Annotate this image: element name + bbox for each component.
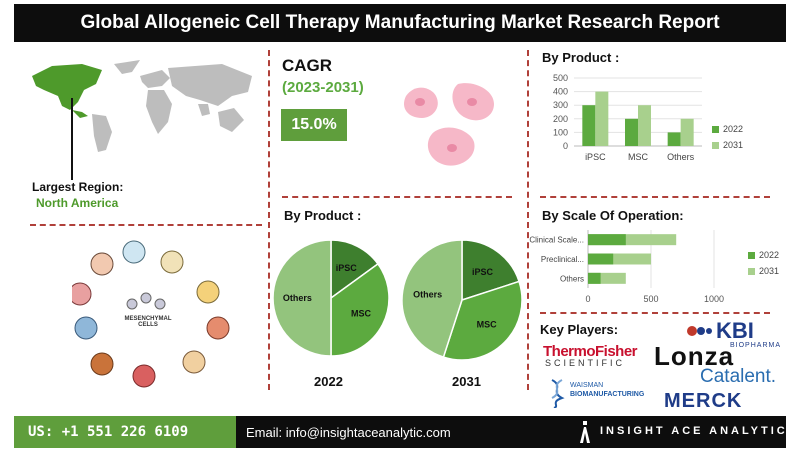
legend-label: 2022 <box>723 124 743 134</box>
cagr-value: 15.0% <box>291 116 337 133</box>
bar-chart-by-scale: 0 500 1000 Clinical Scale... Preclinical... O… <box>529 230 779 304</box>
legend-label: 2031 <box>723 140 743 150</box>
x-tick-label: 500 <box>643 294 658 304</box>
lonza-logo: Lonza <box>654 341 735 371</box>
x-tick-label: iPSC <box>585 152 606 162</box>
divider-left <box>268 50 270 390</box>
bar-scale-title: By Scale Of Operation: <box>542 208 684 223</box>
legend-swatch <box>712 142 719 149</box>
pie-slice-Others <box>272 239 332 357</box>
page-title-bar: Global Allogeneic Cell Therapy Manufactu… <box>14 4 786 42</box>
waisman-logo-sub: BIOMANUFACTURING <box>570 391 645 398</box>
bar-Clinical Scale...-2031 <box>588 234 677 246</box>
divider-left-h <box>30 224 262 226</box>
largest-region-value: North America <box>36 196 119 210</box>
kbi-logo-icon <box>687 326 712 336</box>
pie-slice-iPSC <box>330 239 379 300</box>
bar-Others-2031 <box>680 118 694 146</box>
footer-bar: Email: info@insightaceanalytic.com <box>236 416 786 448</box>
y-tick-label: 0 <box>563 141 568 151</box>
pie-label: Others <box>413 290 442 300</box>
pie-label: MSC <box>351 308 372 318</box>
y-tick-label: 500 <box>553 73 568 83</box>
y-tick-label: Others <box>560 274 584 283</box>
pie-slice-iPSC <box>461 239 521 302</box>
bar-chart-by-product: 0 100 200 300 400 500 iPSC MSC Others 2022 2031 <box>553 73 743 162</box>
divider-right <box>527 50 529 390</box>
largest-region-label: Largest Region: <box>32 180 124 194</box>
y-tick-label: 400 <box>553 87 568 97</box>
legend-label: 2022 <box>759 250 779 260</box>
brand-logo-icon <box>580 421 590 443</box>
pie-year-2031: 2031 <box>452 374 481 389</box>
y-tick-label: Clinical Scale... <box>529 236 584 245</box>
mesenchymal-center-label: MESENCHYMAL CELLS <box>124 316 172 328</box>
footer-phone: US: +1 551 226 6109 <box>14 416 236 448</box>
y-tick-label: 300 <box>553 100 568 110</box>
y-tick-label: 100 <box>553 127 568 137</box>
kbi-logo-text: KBI <box>716 318 754 343</box>
pie-section-title: By Product : <box>284 208 362 223</box>
pie-slice-MSC <box>330 262 390 357</box>
bar-MSC-2031 <box>638 105 651 146</box>
pie-slice-Others <box>401 239 463 359</box>
bar-iPSC-2031 <box>595 91 609 146</box>
divider-right-h2 <box>540 312 770 314</box>
legend-label: 2031 <box>759 266 779 276</box>
cagr-period: (2023-2031) <box>282 79 364 96</box>
bar-iPSC-2022 <box>582 105 596 146</box>
bar-Others-2031 <box>588 272 626 284</box>
kbi-logo-sub: BIOPHARMA <box>730 342 782 349</box>
cell-illustration <box>403 83 494 166</box>
bar-Others-2022 <box>667 132 681 146</box>
pie-slice-MSC <box>442 280 523 361</box>
bar-product-title: By Product : <box>542 50 620 65</box>
pie-label: MSC <box>477 320 498 330</box>
north-america-shape <box>32 64 102 110</box>
waisman-logo: WAISMAN <box>570 382 604 389</box>
pie-chart-2022: iPSC MSC Others <box>272 239 390 357</box>
bar-Clinical Scale...-2022 <box>588 234 626 246</box>
bar-Others-2022 <box>588 272 601 284</box>
cagr-value-badge: 15.0% <box>281 109 347 141</box>
divider-mid-h <box>282 196 512 198</box>
kbi-logo: KBI <box>686 318 754 344</box>
pie-label: Others <box>283 293 312 303</box>
divider-right-h1 <box>540 196 770 198</box>
bar-Preclinical...-2022 <box>588 253 614 265</box>
key-players-title: Key Players: <box>540 322 619 337</box>
pie-year-2022: 2022 <box>314 374 343 389</box>
page-title: Global Allogeneic Cell Therapy Manufactu… <box>80 12 720 33</box>
bar-Preclinical...-2031 <box>588 253 651 265</box>
catalent-logo: Catalent. <box>700 366 777 387</box>
mesenchymal-diagram: MESENCHYMAL CELLS <box>68 236 258 396</box>
y-tick-label: 200 <box>553 114 568 124</box>
mesenchymal-illustration <box>68 240 230 388</box>
x-tick-label: Others <box>667 152 695 162</box>
cagr-label: CAGR <box>282 56 333 75</box>
world-map <box>32 60 252 152</box>
legend-swatch <box>748 268 755 275</box>
thermo-logo-sub: SCIENTIFIC <box>545 358 626 368</box>
bar-MSC-2022 <box>625 118 638 146</box>
legend-swatch <box>712 126 719 133</box>
pie-label: iPSC <box>336 263 358 273</box>
thermo-logo: ThermoFisher <box>543 343 638 360</box>
x-tick-label: MSC <box>628 152 649 162</box>
merck-logo: MERCK <box>664 390 743 412</box>
y-tick-label: Preclinical... <box>541 255 584 264</box>
pie-label: iPSC <box>472 267 494 277</box>
waisman-logo-icon <box>551 379 565 408</box>
email-text[interactable]: Email: info@insightaceanalytic.com <box>246 424 451 440</box>
x-tick-label: 0 <box>585 294 590 304</box>
brand-name: INSIGHT ACE ANALYTIC <box>600 425 788 437</box>
pie-chart-2031: iPSC MSC Others <box>401 239 523 361</box>
x-tick-label: 1000 <box>704 294 724 304</box>
phone-text: US: +1 551 226 6109 <box>28 424 189 440</box>
region-pointer <box>71 98 73 180</box>
legend-swatch <box>748 252 755 259</box>
